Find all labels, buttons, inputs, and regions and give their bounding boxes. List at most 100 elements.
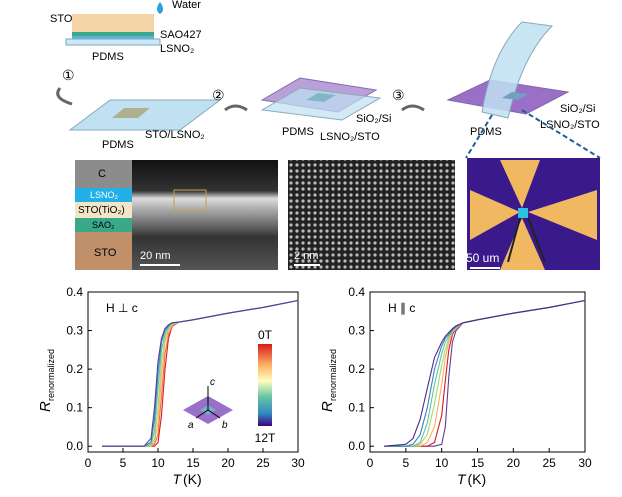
curve xyxy=(384,299,586,447)
curve xyxy=(384,299,586,447)
layer xyxy=(75,188,132,202)
layer-label: SAO₂ xyxy=(92,220,115,230)
schematic: Water STO SAO427 LSNO₂ PDMS ① PDMS STO/L… xyxy=(50,0,601,159)
curve xyxy=(384,299,586,447)
sample xyxy=(306,93,336,102)
colorbar xyxy=(258,344,272,426)
x-tick-label: 10 xyxy=(151,456,165,470)
x-tick-label: 30 xyxy=(578,456,592,470)
sample xyxy=(518,208,528,218)
water-drop xyxy=(157,2,163,14)
x-label: T xyxy=(172,471,182,487)
zoom-box xyxy=(173,189,207,211)
sao-layer xyxy=(72,32,154,36)
label: LSNO₂ xyxy=(160,43,194,55)
inset-label: c xyxy=(210,377,215,388)
arrow xyxy=(401,104,425,112)
label: STO/LSNO₂ xyxy=(145,129,205,141)
layer xyxy=(75,232,132,270)
layer xyxy=(75,202,132,218)
scale-label: 50 um xyxy=(466,251,499,265)
scale-label: 2 nm xyxy=(294,250,318,262)
electrode xyxy=(470,190,520,240)
electrode xyxy=(528,190,597,240)
curve xyxy=(384,299,586,447)
label: LSNO₂/STO xyxy=(320,131,380,143)
label: SiO₂/Si xyxy=(560,103,595,115)
x-tick-label: 30 xyxy=(291,456,305,470)
wire xyxy=(507,217,521,263)
y-tick-label: 0.1 xyxy=(66,401,83,415)
lsno-layer xyxy=(72,36,154,39)
annotation: H ∥ c xyxy=(388,301,415,315)
zoom-line xyxy=(521,109,601,159)
curve xyxy=(102,299,299,447)
arrow xyxy=(224,104,248,112)
x-tick-label: 25 xyxy=(542,456,556,470)
pdms-layer xyxy=(65,38,161,46)
layer xyxy=(75,218,132,232)
y-label-symbol: R xyxy=(37,401,54,412)
scale-label: 20 nm xyxy=(140,250,171,262)
plot-frame xyxy=(369,291,586,453)
curve xyxy=(384,299,586,447)
x-label: T xyxy=(457,471,467,487)
sample xyxy=(112,108,150,118)
label: PDMS xyxy=(102,139,134,151)
x-tick-label: 20 xyxy=(507,456,521,470)
step: ③ xyxy=(392,87,405,103)
stem-image xyxy=(288,160,455,270)
x-tick-label: 0 xyxy=(367,456,374,470)
y-label-sub: renormalized xyxy=(46,349,56,401)
layer-label: LSNO₂ xyxy=(90,190,119,200)
y-tick-label: 0.3 xyxy=(348,324,365,338)
inset-axis xyxy=(207,409,221,419)
sample xyxy=(502,92,528,100)
x-tick-label: 0 xyxy=(85,456,92,470)
curve xyxy=(384,299,586,447)
x-label-unit: (K) xyxy=(468,471,487,487)
y-label-sub: renormalized xyxy=(328,349,338,401)
y-tick-label: 0.2 xyxy=(348,362,365,376)
layer-label: C xyxy=(98,168,106,180)
inset-label: a xyxy=(188,420,194,431)
label: Water xyxy=(172,0,201,11)
wire xyxy=(527,217,546,263)
y-tick-label: 0.3 xyxy=(66,324,83,338)
x-tick-label: 15 xyxy=(186,456,200,470)
label: LSNO₂/STO xyxy=(540,119,600,131)
x-tick-label: 10 xyxy=(435,456,449,470)
colorbar-label: 12T xyxy=(255,431,276,445)
y-label-symbol: R xyxy=(319,401,336,412)
curve xyxy=(384,299,586,447)
y-tick-label: 0.1 xyxy=(348,401,365,415)
step: ② xyxy=(212,87,225,103)
y-tick-label: 0.4 xyxy=(66,285,83,299)
label: PDMS xyxy=(282,126,314,138)
step: ① xyxy=(62,67,75,83)
arrow xyxy=(56,87,73,106)
x-tick-label: 5 xyxy=(120,456,127,470)
sto-layer xyxy=(72,14,154,32)
pdms-peel xyxy=(481,21,554,119)
x-tick-label: 15 xyxy=(471,456,485,470)
x-label-unit: (K) xyxy=(183,471,202,487)
inset-axis xyxy=(195,409,209,419)
label: PDMS xyxy=(92,51,124,63)
y-tick-label: 0.0 xyxy=(66,439,83,453)
colorbar-label: 0T xyxy=(258,328,273,342)
pdms-slab xyxy=(68,99,222,131)
zoom-line xyxy=(465,114,493,159)
x-tick-label: 20 xyxy=(221,456,235,470)
electrode xyxy=(500,218,545,270)
inset-label: b xyxy=(222,420,228,431)
electrode xyxy=(500,160,540,208)
y-tick-label: 0.0 xyxy=(348,439,365,453)
x-tick-label: 25 xyxy=(256,456,270,470)
layer-label: STO(TiO₂) xyxy=(78,205,125,216)
label: STO xyxy=(50,13,73,25)
